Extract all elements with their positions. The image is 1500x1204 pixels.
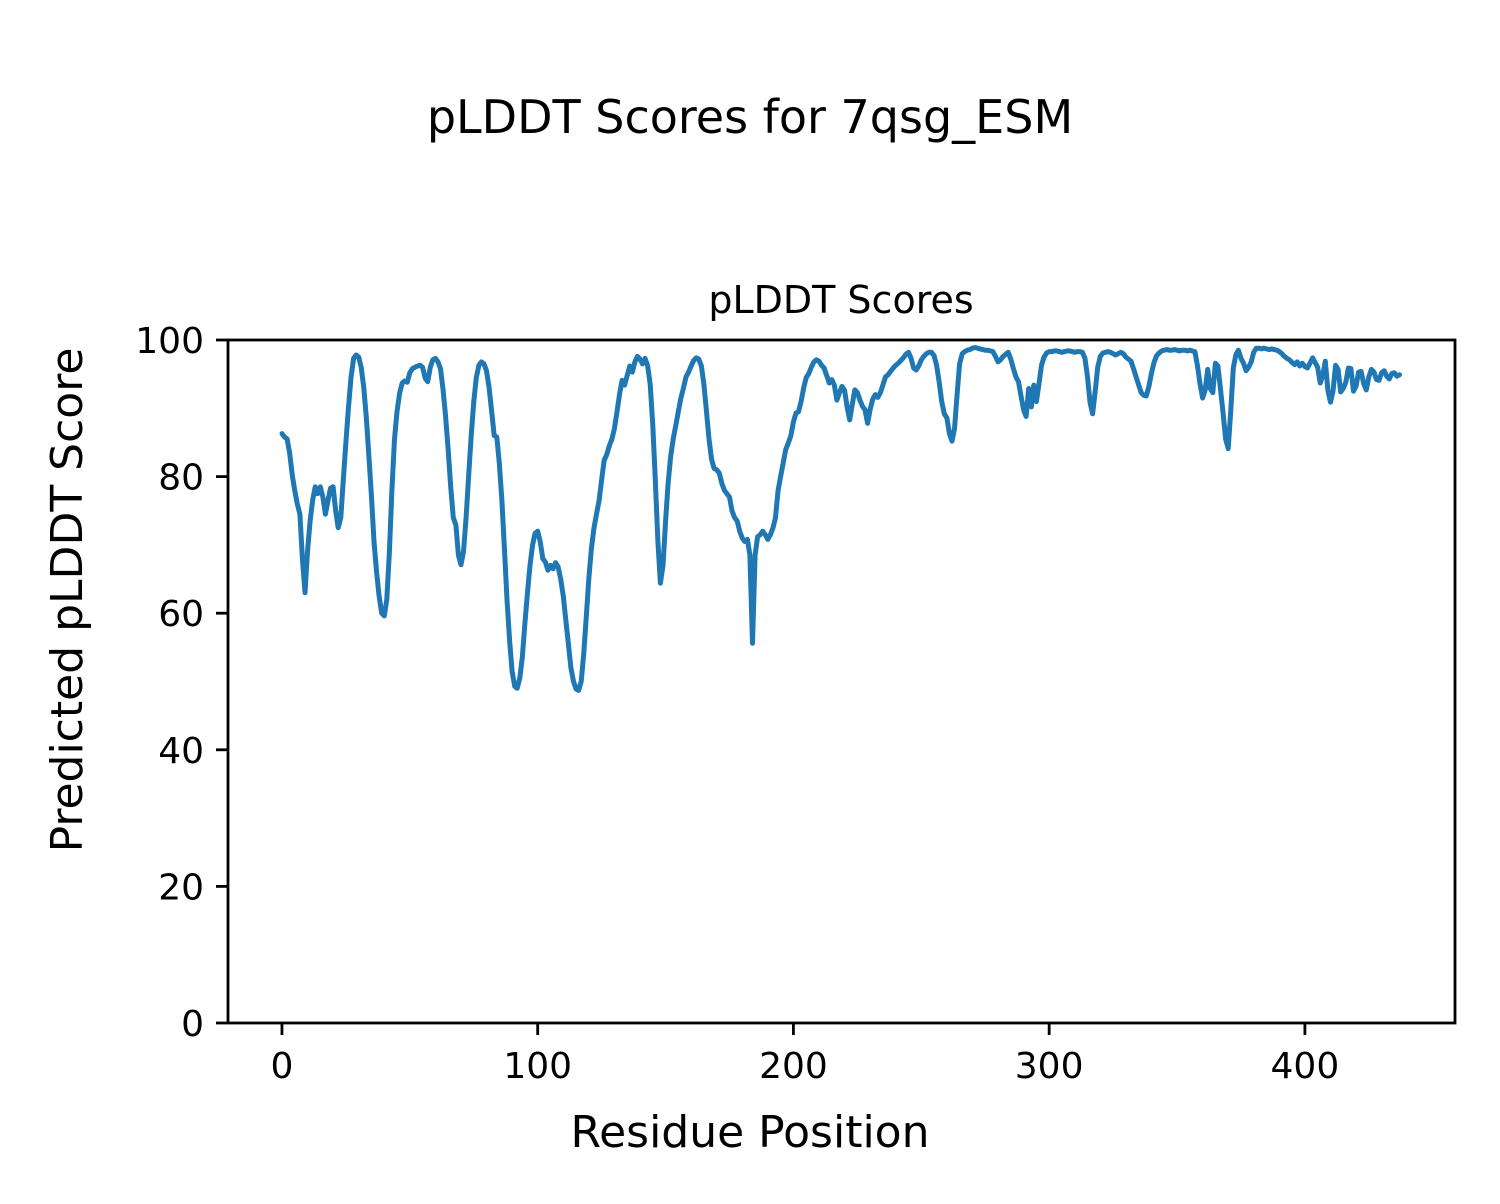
pldd-score-line [279, 345, 1402, 693]
x-tick-label: 200 [759, 1046, 828, 1087]
axes-title: pLDDT Scores [708, 278, 973, 322]
y-tick-label: 40 [158, 731, 204, 772]
y-tick-label: 100 [135, 321, 204, 362]
y-axis-label: Predicted pLDDT Score [42, 348, 93, 853]
x-tick-label: 100 [503, 1046, 572, 1087]
x-axis-label: Residue Position [570, 1107, 929, 1158]
axes-box [226, 338, 1457, 1025]
x-tick-label: 0 [271, 1046, 294, 1087]
figure-title: pLDDT Scores for 7qsg_ESM [427, 90, 1073, 144]
y-tick-label: 80 [158, 458, 204, 499]
y-tick-label: 20 [158, 867, 204, 908]
data-line [279, 345, 1402, 693]
x-axis-ticks: 0 100 200 300 400 [271, 1023, 1340, 1087]
y-tick-label: 0 [181, 1004, 204, 1045]
x-tick-label: 300 [1015, 1046, 1084, 1087]
y-axis-ticks: 0 20 40 60 80 100 [135, 321, 228, 1045]
x-tick-label: 400 [1271, 1046, 1340, 1087]
y-tick-label: 60 [158, 594, 204, 635]
